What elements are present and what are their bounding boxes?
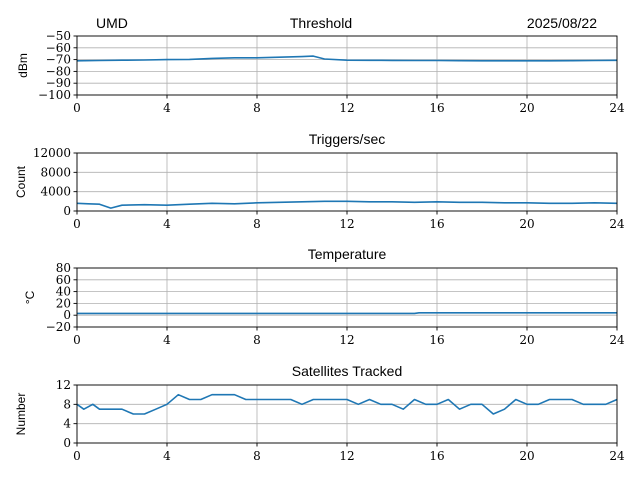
chart-title-triggers: Triggers/sec bbox=[309, 131, 386, 147]
satellites-ytick-label-0: 0 bbox=[63, 436, 71, 450]
temperature-xtick-label-3: 12 bbox=[339, 333, 354, 347]
chart-panel-satellites: Satellites Tracked 0 4 8 12 16 20 24 0 4 8 12 Numbe… bbox=[14, 363, 625, 463]
temperature-ylabel: °C bbox=[23, 290, 37, 304]
triggers-xtick-label-1: 4 bbox=[163, 217, 171, 231]
satellites-xtick-label-5: 20 bbox=[519, 449, 534, 463]
triggers-xtick-label-3: 12 bbox=[339, 217, 354, 231]
temperature-ytick-label-3: 40 bbox=[56, 285, 71, 299]
satellites-ytick-label-1: 4 bbox=[63, 417, 71, 431]
temperature-ytick-label-1: 0 bbox=[63, 308, 71, 322]
triggers-xtick-label-2: 8 bbox=[253, 217, 261, 231]
threshold-ytick-label-2: −80 bbox=[46, 64, 71, 78]
chart-title-satellites: Satellites Tracked bbox=[292, 363, 403, 379]
chart-title-temperature: Temperature bbox=[308, 246, 387, 262]
triggers-xtick-label-5: 20 bbox=[519, 217, 534, 231]
satellites-xtick-label-4: 16 bbox=[429, 449, 444, 463]
satellites-series-line-0 bbox=[76, 393, 618, 415]
threshold-xtick-label-4: 16 bbox=[429, 101, 444, 115]
triggers-ytick-label-0: 0 bbox=[63, 204, 71, 218]
threshold-ytick-label-4: −60 bbox=[46, 41, 71, 55]
header-center-title: Threshold bbox=[290, 15, 352, 31]
temperature-xtick-label-0: 0 bbox=[73, 333, 81, 347]
threshold-xtick-label-0: 0 bbox=[73, 101, 81, 115]
triggers-xtick-label-4: 16 bbox=[429, 217, 444, 231]
satellites-xtick-label-1: 4 bbox=[163, 449, 171, 463]
triggers-ytick-label-2: 8000 bbox=[40, 165, 71, 179]
satellites-xtick-label-6: 24 bbox=[609, 449, 625, 463]
threshold-ytick-label-5: −50 bbox=[46, 29, 71, 43]
temperature-xtick-label-4: 16 bbox=[429, 333, 444, 347]
threshold-xtick-label-5: 20 bbox=[519, 101, 534, 115]
triggers-xtick-label-6: 24 bbox=[609, 217, 625, 231]
satellites-ytick-label-3: 12 bbox=[56, 378, 71, 392]
temperature-ytick-label-5: 80 bbox=[56, 261, 71, 275]
chart-panel-threshold: 0 4 8 12 16 20 24 −100−90−80−70−60−50 dBm bbox=[16, 29, 625, 115]
threshold-ytick-label-0: −100 bbox=[38, 88, 71, 102]
threshold-ytick-label-3: −70 bbox=[46, 53, 71, 67]
temperature-series-line-0 bbox=[77, 311, 617, 315]
threshold-xtick-label-1: 4 bbox=[163, 101, 171, 115]
temperature-xtick-label-6: 24 bbox=[609, 333, 625, 347]
triggers-ylabel: Count bbox=[14, 165, 28, 198]
threshold-xtick-label-2: 8 bbox=[253, 101, 261, 115]
temperature-xtick-label-2: 8 bbox=[253, 333, 261, 347]
temperature-xtick-label-5: 20 bbox=[519, 333, 534, 347]
header-left-label: UMD bbox=[96, 15, 128, 31]
satellites-ytick-label-2: 8 bbox=[63, 397, 71, 411]
header-right-date: 2025/08/22 bbox=[527, 15, 597, 31]
triggers-xtick-label-0: 0 bbox=[73, 217, 81, 231]
threshold-ylabel: dBm bbox=[16, 53, 30, 78]
satellites-ylabel: Number bbox=[14, 393, 28, 436]
satellites-xtick-label-3: 12 bbox=[339, 449, 354, 463]
threshold-xtick-label-6: 24 bbox=[609, 101, 625, 115]
threshold-ytick-label-1: −90 bbox=[46, 76, 71, 90]
triggers-ytick-label-1: 4000 bbox=[40, 185, 71, 199]
triggers-ytick-label-3: 12000 bbox=[33, 146, 71, 160]
temperature-ytick-label-4: 60 bbox=[56, 273, 71, 287]
temperature-ytick-label-0: −20 bbox=[46, 320, 71, 334]
satellites-xtick-label-2: 8 bbox=[253, 449, 261, 463]
temperature-ytick-label-2: 20 bbox=[56, 296, 71, 310]
threshold-series-line-0 bbox=[76, 55, 618, 62]
chart-panel-triggers: Triggers/sec 0 4 8 12 16 20 24 0 4000 8000 12000 Co… bbox=[14, 131, 625, 231]
temperature-xtick-label-1: 4 bbox=[163, 333, 171, 347]
threshold-xtick-label-3: 12 bbox=[339, 101, 354, 115]
satellites-xtick-label-0: 0 bbox=[73, 449, 81, 463]
triggers-series-line-0 bbox=[76, 200, 618, 209]
